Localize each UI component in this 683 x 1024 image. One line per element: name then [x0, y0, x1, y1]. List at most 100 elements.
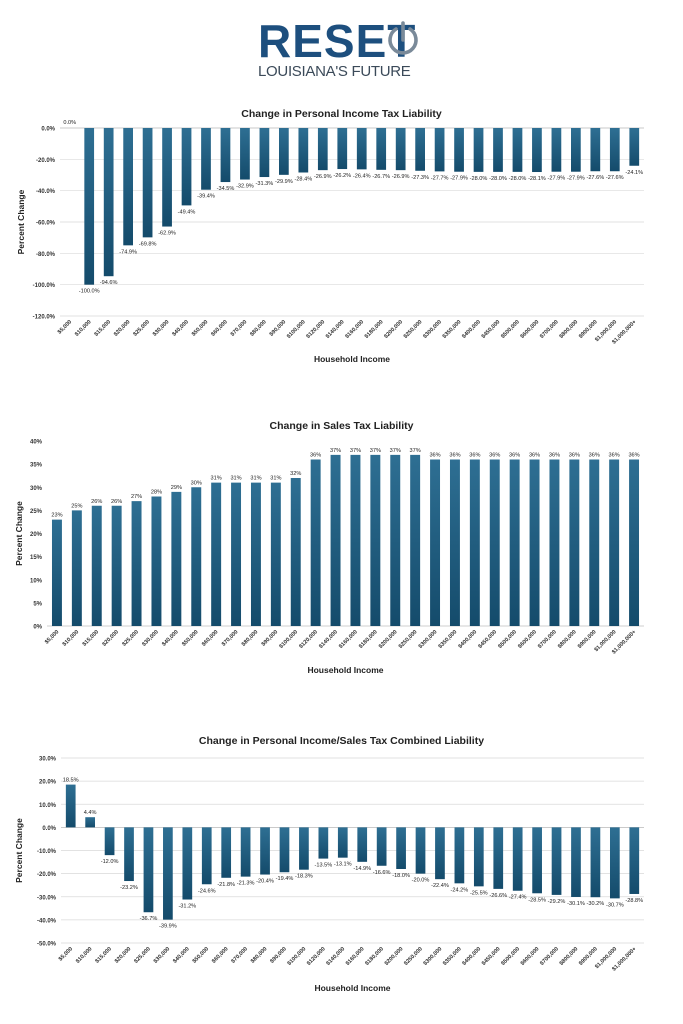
bar — [473, 128, 484, 172]
data-label: -28.0% — [489, 176, 507, 182]
data-label: -27.6% — [606, 175, 624, 181]
data-label: -32.9% — [236, 184, 254, 190]
logo-subtitle: LOUISIANA'S FUTURE — [258, 63, 411, 80]
data-label: 36% — [609, 453, 620, 459]
data-label: 36% — [549, 453, 560, 459]
data-label: -74.9% — [119, 249, 137, 255]
x-tick-label: $250,000 — [398, 629, 419, 650]
data-label: 30% — [191, 480, 202, 486]
data-label: 36% — [509, 453, 520, 459]
chart-combined-tax: Change in Personal Income/Sales Tax Comb… — [14, 735, 644, 993]
bar — [143, 827, 154, 913]
x-tick-label: $20,000 — [102, 629, 121, 648]
data-label: -21.8% — [217, 882, 235, 888]
bar — [240, 128, 250, 180]
x-tick-label: $40,000 — [171, 319, 190, 338]
bar — [532, 827, 542, 894]
bar — [569, 459, 580, 626]
y-tick-label: -60.0% — [36, 221, 56, 227]
x-tick-label: $5,000 — [44, 629, 60, 645]
x-tick-label: $160,000 — [338, 629, 359, 650]
y-tick-label: -120.0% — [33, 315, 56, 321]
data-label: -36.7% — [140, 916, 158, 922]
data-label: 36% — [449, 453, 460, 459]
data-label: 36% — [569, 453, 580, 459]
x-tick-label: $180,000 — [364, 319, 385, 340]
bar — [85, 817, 96, 828]
data-label: -29.9% — [275, 179, 293, 185]
bar — [590, 827, 601, 898]
data-label: 36% — [429, 453, 440, 459]
data-label: -26.6% — [489, 893, 507, 899]
x-tick-label: $100,000 — [278, 629, 299, 650]
bar — [376, 827, 387, 866]
x-tick-label: $100,000 — [286, 319, 307, 340]
bar — [629, 459, 640, 626]
data-label: 26% — [111, 499, 122, 505]
x-tick-label: $70,000 — [230, 946, 249, 965]
y-tick-label: 25% — [30, 509, 43, 515]
data-label: 36% — [469, 453, 480, 459]
data-label: 36% — [529, 453, 540, 459]
bar — [111, 505, 122, 626]
data-label: 31% — [250, 476, 261, 482]
bar — [337, 827, 348, 858]
x-tick-label: $160,000 — [344, 319, 365, 340]
x-tick-label: $100,000 — [287, 946, 308, 967]
bar — [430, 459, 441, 626]
x-axis-title: Household Income — [314, 354, 390, 364]
x-axis-title: Household Income — [314, 983, 390, 993]
bar — [124, 827, 134, 882]
x-tick-label: $15,000 — [94, 319, 113, 338]
data-label: 36% — [310, 453, 321, 459]
x-tick-label: $450,000 — [477, 629, 498, 650]
x-tick-label: $30,000 — [153, 946, 172, 965]
x-tick-label: $90,000 — [269, 946, 288, 965]
data-label: -23.2% — [120, 885, 138, 891]
bar — [162, 128, 172, 227]
x-tick-label: $10,000 — [74, 319, 93, 338]
data-label: -28.0% — [509, 176, 527, 182]
data-label: -27.7% — [431, 175, 449, 181]
data-label: 37% — [390, 448, 401, 454]
x-tick-label: $10,000 — [75, 946, 94, 965]
data-label: -13.1% — [334, 862, 352, 868]
chart-personal-income-tax: Change in Personal Income Tax Liability 0… — [16, 108, 644, 364]
y-tick-label: -50.0% — [37, 942, 57, 948]
data-label: -94.6% — [100, 280, 118, 286]
bar — [357, 827, 368, 862]
y-tick-label: 30.0% — [39, 757, 57, 763]
bar — [299, 827, 309, 870]
x-tick-label: $350,000 — [442, 319, 463, 340]
data-label: 29% — [171, 485, 182, 491]
bar — [250, 482, 261, 626]
y-axis-title: Percent Change — [14, 818, 24, 883]
bar — [318, 827, 329, 859]
x-tick-label: $70,000 — [230, 319, 249, 338]
y-tick-label: 20.0% — [39, 780, 57, 786]
bar — [493, 128, 503, 172]
bar — [356, 128, 367, 170]
bar — [171, 491, 182, 626]
data-label: -49.4% — [178, 209, 196, 215]
data-label: -26.7% — [372, 174, 390, 180]
chart-title: Change in Sales Tax Liability — [270, 420, 414, 432]
bar — [310, 459, 321, 626]
y-tick-label: 5% — [33, 601, 42, 607]
bar — [279, 128, 289, 175]
bar — [270, 482, 281, 626]
bar — [290, 478, 301, 626]
bar — [330, 454, 341, 626]
x-tick-label: $25,000 — [121, 629, 140, 648]
bar — [182, 827, 193, 900]
bar — [104, 827, 115, 856]
x-tick-label: $160,000 — [345, 946, 366, 967]
data-label: -16.6% — [373, 870, 391, 876]
data-label: -21.3% — [237, 881, 255, 887]
bar — [609, 128, 620, 172]
x-tick-label: $5,000 — [58, 946, 74, 962]
data-label: 31% — [270, 476, 281, 482]
data-label: 28% — [151, 490, 162, 496]
data-label: 37% — [350, 448, 361, 454]
data-label: -20.0% — [412, 878, 430, 884]
